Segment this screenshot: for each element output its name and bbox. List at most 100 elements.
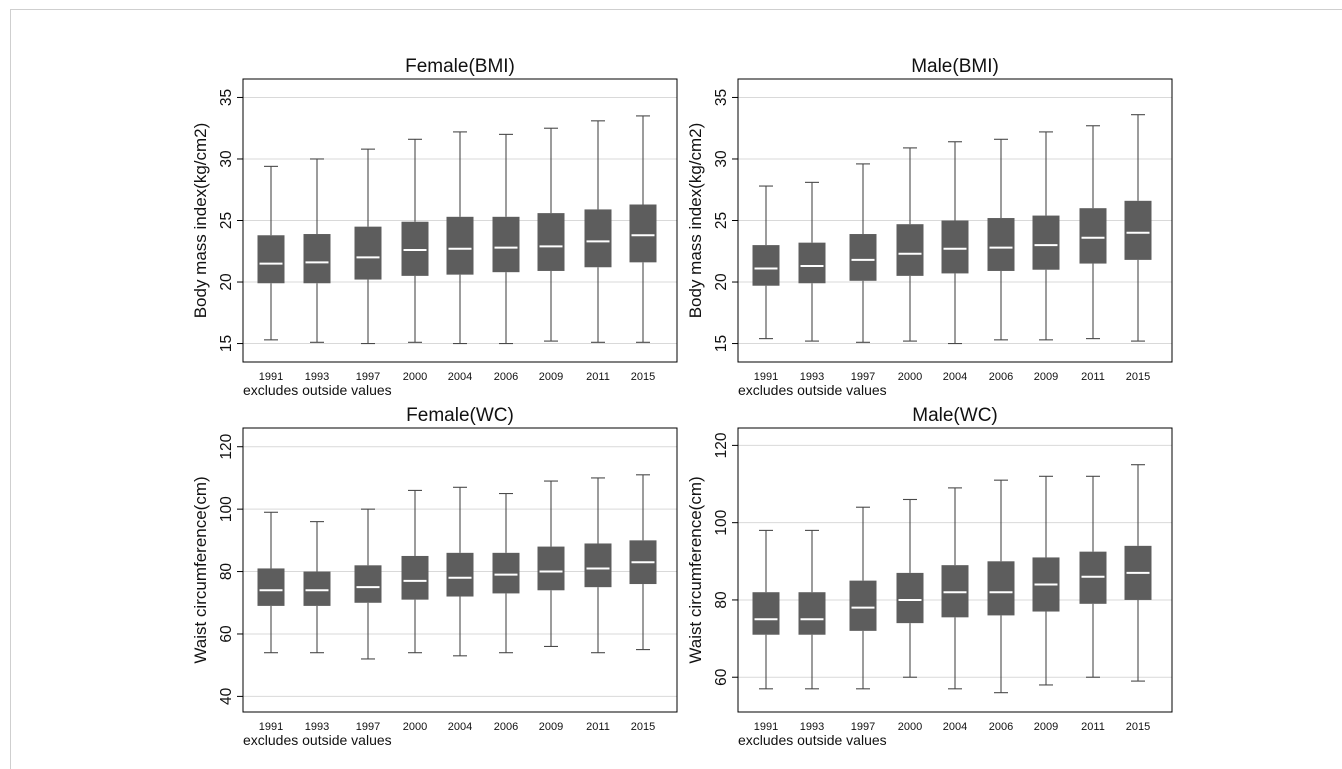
box	[446, 216, 474, 275]
y-tick-label: 35	[218, 89, 235, 106]
x-tick-label: 2009	[539, 371, 563, 383]
y-tick-label: 15	[218, 335, 235, 352]
x-tick-label: 2015	[1126, 721, 1150, 733]
y-tick-label: 60	[713, 668, 730, 686]
x-tick-label: 2006	[989, 371, 1013, 383]
y-tick-label: 30	[713, 150, 730, 168]
box	[629, 204, 657, 263]
chart-title: Female(WC)	[406, 405, 514, 426]
x-tick-label: 2011	[586, 721, 610, 733]
box	[798, 592, 826, 635]
y-tick-label: 100	[218, 496, 235, 522]
x-tick-label: 2009	[539, 721, 563, 733]
x-tick-label: 1997	[851, 721, 875, 733]
box	[257, 568, 285, 606]
y-tick-label: 80	[218, 563, 235, 581]
box	[584, 209, 612, 268]
x-tick-label: 2011	[586, 371, 610, 383]
y-tick-label: 60	[218, 625, 235, 643]
box	[752, 592, 780, 635]
x-tick-label: 1997	[851, 371, 875, 383]
plot-frame	[242, 427, 678, 713]
x-tick-label: 2015	[1126, 371, 1150, 383]
x-tick-label: 1993	[800, 721, 824, 733]
x-tick-label: 2000	[403, 371, 427, 383]
x-tick-label: 1991	[754, 371, 778, 383]
y-axis-label: Body mass index(kg/cm2)	[191, 123, 210, 319]
y-axis-label: Waist circumference(cm)	[686, 476, 705, 663]
excludes-note: excludes outside values	[738, 732, 887, 746]
x-tick-label: 2000	[898, 721, 922, 733]
chart-title: Female(BMI)	[405, 56, 515, 77]
x-tick-label: 2004	[943, 721, 967, 733]
x-tick-label: 2011	[1081, 721, 1105, 733]
box	[941, 220, 969, 274]
x-tick-label: 1997	[356, 371, 380, 383]
x-tick-label: 2009	[1034, 721, 1058, 733]
box	[492, 552, 520, 594]
y-tick-label: 30	[218, 150, 235, 168]
x-tick-label: 1991	[754, 721, 778, 733]
excludes-note: excludes outside values	[243, 732, 392, 746]
x-tick-label: 2015	[631, 721, 655, 733]
x-tick-label: 2006	[494, 721, 518, 733]
y-tick-label: 35	[713, 89, 730, 106]
y-axis-label: Body mass index(kg/cm2)	[686, 123, 705, 319]
box	[896, 572, 924, 624]
y-tick-label: 120	[713, 432, 730, 458]
box	[303, 234, 331, 284]
x-tick-label: 2006	[989, 721, 1013, 733]
x-tick-label: 2006	[494, 371, 518, 383]
x-tick-label: 2009	[1034, 371, 1058, 383]
box	[1124, 200, 1152, 260]
box	[492, 216, 520, 273]
box	[354, 226, 382, 280]
excludes-note: excludes outside values	[243, 382, 392, 398]
x-tick-label: 2015	[631, 371, 655, 383]
x-tick-label: 2000	[403, 721, 427, 733]
box	[354, 565, 382, 603]
box	[401, 555, 429, 600]
box	[584, 543, 612, 588]
y-tick-label: 15	[713, 335, 730, 352]
box	[987, 218, 1015, 271]
y-tick-label: 25	[713, 212, 730, 229]
y-tick-label: 120	[218, 433, 235, 459]
figure-frame	[10, 9, 1342, 769]
box	[303, 571, 331, 606]
x-tick-label: 1991	[259, 721, 283, 733]
x-tick-label: 1993	[800, 371, 824, 383]
y-tick-label: 100	[713, 509, 730, 535]
y-tick-label: 80	[713, 591, 730, 609]
y-tick-label: 20	[218, 273, 235, 291]
chart-title: Male(WC)	[912, 405, 998, 426]
y-tick-label: 20	[713, 273, 730, 291]
x-tick-label: 2004	[448, 371, 472, 383]
x-tick-label: 2000	[898, 371, 922, 383]
x-tick-label: 2011	[1081, 371, 1105, 383]
box	[896, 224, 924, 276]
y-tick-label: 25	[218, 212, 235, 229]
box	[987, 561, 1015, 616]
y-axis-label: Waist circumference(cm)	[191, 476, 210, 663]
x-tick-label: 1997	[356, 721, 380, 733]
excludes-note: excludes outside values	[738, 382, 887, 398]
x-tick-label: 1993	[305, 721, 329, 733]
box	[1079, 208, 1107, 264]
x-tick-label: 2004	[448, 721, 472, 733]
box	[446, 552, 474, 597]
box	[849, 580, 877, 631]
x-tick-label: 2004	[943, 371, 967, 383]
box	[537, 213, 565, 271]
box	[798, 242, 826, 284]
box	[257, 235, 285, 284]
plot-frame	[737, 427, 1173, 713]
box-plot-figure: 15 20 25 30 35 Body mass index(kg/cm2) Female(…	[191, 56, 1173, 746]
x-tick-label: 1993	[305, 371, 329, 383]
box	[752, 245, 780, 286]
box	[1032, 215, 1060, 270]
chart-title: Male(BMI)	[911, 56, 999, 77]
box	[849, 234, 877, 281]
x-tick-label: 1991	[259, 371, 283, 383]
y-tick-label: 40	[218, 687, 235, 705]
